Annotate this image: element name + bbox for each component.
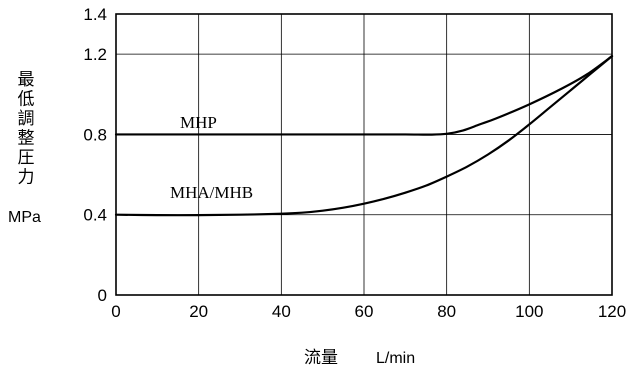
y-axis-label: 最低調整圧力 [18,70,35,188]
y-tick-label-1: 0.4 [83,206,107,225]
x-tick-label-20: 20 [189,302,208,321]
series-label-mha-mhb: MHA/MHB [170,183,253,202]
x-tick-label-80: 80 [437,302,456,321]
y-tick-label-3: 1.2 [83,45,107,64]
y-tick-label-4: 1.4 [83,5,107,24]
series-line-mhp [114,55,614,136]
x-axis-unit: L/min [376,350,415,367]
y-tick-label-2: 0.8 [83,125,107,144]
x-tick-label-40: 40 [272,302,291,321]
grid [116,14,612,295]
series-line-mha-mhb [114,55,614,217]
y-tick-labels: 0 0.4 0.8 1.2 1.4 [83,5,107,305]
x-tick-label-100: 100 [515,302,543,321]
x-tick-label-120: 120 [598,302,626,321]
x-tick-labels: 0 20 40 60 80 100 120 [111,302,626,321]
series-label-mhp: MHP [180,113,217,132]
y-tick-label-0: 0 [98,286,107,305]
plot-frame [115,13,613,296]
x-axis-label: 流量 [304,348,338,368]
y-axis-unit: MPa [8,209,41,226]
series-lines [114,55,614,217]
x-tick-label-60: 60 [355,302,374,321]
x-tick-label-0: 0 [111,302,120,321]
y-axis-label-text: 最低調整圧力 [18,70,35,188]
